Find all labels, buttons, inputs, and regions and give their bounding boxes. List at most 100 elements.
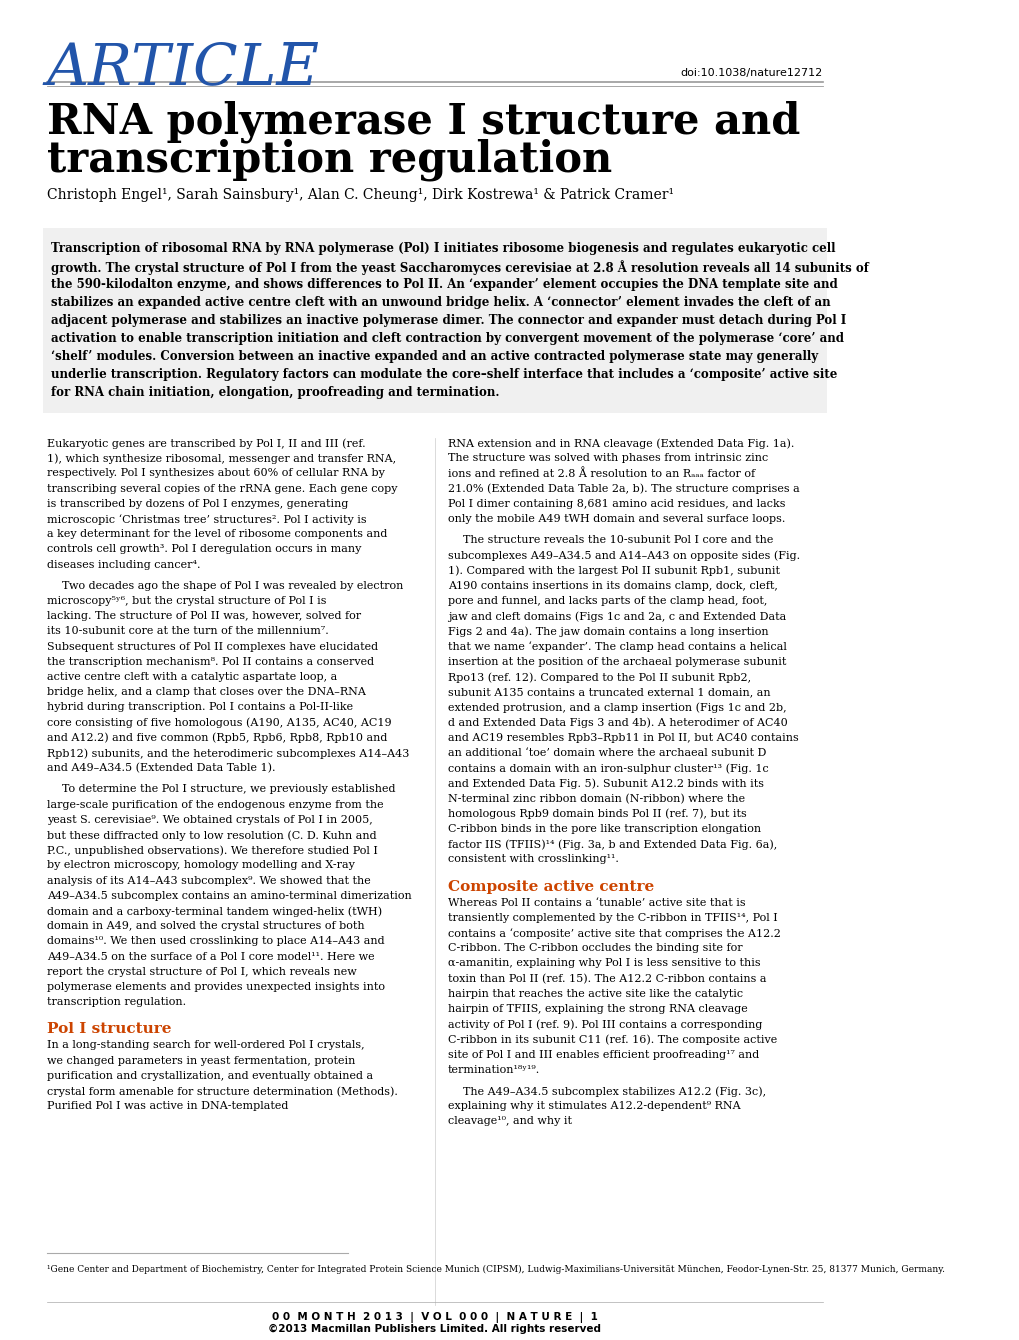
Text: and A12.2) and five common (Rpb5, Rpb6, Rpb8, Rpb10 and: and A12.2) and five common (Rpb5, Rpb6, …	[47, 733, 387, 744]
Text: contains a domain with an iron-sulphur cluster¹³ (Fig. 1c: contains a domain with an iron-sulphur c…	[447, 764, 767, 773]
Text: Rpb12) subunits, and the heterodimeric subcomplexes A14–A43: Rpb12) subunits, and the heterodimeric s…	[47, 748, 409, 758]
Text: the 590-kilodalton enzyme, and shows differences to Pol II. An ‘expander’ elemen: the 590-kilodalton enzyme, and shows dif…	[51, 277, 837, 291]
Text: microscopy⁵ʸ⁶, but the crystal structure of Pol I is: microscopy⁵ʸ⁶, but the crystal structure…	[47, 596, 326, 606]
Text: hairpin that reaches the active site like the catalytic: hairpin that reaches the active site lik…	[447, 989, 742, 998]
Text: core consisting of five homologous (A190, A135, AC40, AC19: core consisting of five homologous (A190…	[47, 718, 391, 728]
Text: ARTICLE: ARTICLE	[47, 40, 320, 96]
Text: toxin than Pol II (ref. 15). The A12.2 C-ribbon contains a: toxin than Pol II (ref. 15). The A12.2 C…	[447, 974, 765, 984]
Text: Pol I structure: Pol I structure	[47, 1022, 171, 1036]
Text: doi:10.1038/nature12712: doi:10.1038/nature12712	[680, 68, 822, 78]
Text: ‘shelf’ modules. Conversion between an inactive expanded and an active contracte: ‘shelf’ modules. Conversion between an i…	[51, 350, 817, 363]
Text: Rpo13 (ref. 12). Compared to the Pol II subunit Rpb2,: Rpo13 (ref. 12). Compared to the Pol II …	[447, 671, 750, 682]
Text: Christoph Engel¹, Sarah Sainsbury¹, Alan C. Cheung¹, Dirk Kostrewa¹ & Patrick Cr: Christoph Engel¹, Sarah Sainsbury¹, Alan…	[47, 188, 674, 202]
Text: A49–A34.5 on the surface of a Pol I core model¹¹. Here we: A49–A34.5 on the surface of a Pol I core…	[47, 951, 374, 962]
Text: ions and refined at 2.8 Å resolution to an Rₐₐₐ factor of: ions and refined at 2.8 Å resolution to …	[447, 469, 754, 480]
Text: microscopic ‘Christmas tree’ structures². Pol I activity is: microscopic ‘Christmas tree’ structures²…	[47, 515, 366, 525]
Text: Composite active centre: Composite active centre	[447, 879, 653, 894]
Text: C-ribbon binds in the pore like transcription elongation: C-ribbon binds in the pore like transcri…	[447, 824, 760, 833]
Text: The A49–A34.5 subcomplex stabilizes A12.2 (Fig. 3c),: The A49–A34.5 subcomplex stabilizes A12.…	[463, 1085, 765, 1096]
Text: subcomplexes A49–A34.5 and A14–A43 on opposite sides (Fig.: subcomplexes A49–A34.5 and A14–A43 on op…	[447, 551, 799, 561]
Text: α-amanitin, explaining why Pol I is less sensitive to this: α-amanitin, explaining why Pol I is less…	[447, 958, 759, 969]
Text: adjacent polymerase and stabilizes an inactive polymerase dimer. The connector a: adjacent polymerase and stabilizes an in…	[51, 314, 846, 327]
Text: is transcribed by dozens of Pol I enzymes, generating: is transcribed by dozens of Pol I enzyme…	[47, 498, 347, 509]
Text: crystal form amenable for structure determination (Methods).: crystal form amenable for structure dete…	[47, 1085, 397, 1096]
Text: polymerase elements and provides unexpected insights into: polymerase elements and provides unexpec…	[47, 982, 384, 992]
Text: Transcription of ribosomal RNA by RNA polymerase (Pol) I initiates ribosome biog: Transcription of ribosomal RNA by RNA po…	[51, 243, 835, 255]
Text: 1), which synthesize ribosomal, messenger and transfer RNA,: 1), which synthesize ribosomal, messenge…	[47, 453, 395, 464]
Text: jaw and cleft domains (Figs 1c and 2a, c and Extended Data: jaw and cleft domains (Figs 1c and 2a, c…	[447, 611, 786, 622]
Text: consistent with crosslinking¹¹.: consistent with crosslinking¹¹.	[447, 855, 618, 864]
Text: A49–A34.5 subcomplex contains an amino-terminal dimerization: A49–A34.5 subcomplex contains an amino-t…	[47, 891, 412, 900]
Text: and Extended Data Fig. 5). Subunit A12.2 binds with its: and Extended Data Fig. 5). Subunit A12.2…	[447, 779, 763, 789]
Text: factor IIS (TFIIS)¹⁴ (Fig. 3a, b and Extended Data Fig. 6a),: factor IIS (TFIIS)¹⁴ (Fig. 3a, b and Ext…	[447, 839, 776, 850]
Text: 21.0% (Extended Data Table 2a, b). The structure comprises a: 21.0% (Extended Data Table 2a, b). The s…	[447, 484, 799, 494]
Text: C-ribbon in its subunit C11 (ref. 16). The composite active: C-ribbon in its subunit C11 (ref. 16). T…	[447, 1034, 776, 1045]
Text: and A49–A34.5 (Extended Data Table 1).: and A49–A34.5 (Extended Data Table 1).	[47, 764, 275, 773]
Text: A190 contains insertions in its domains clamp, dock, cleft,: A190 contains insertions in its domains …	[447, 580, 776, 591]
Text: an additional ‘toe’ domain where the archaeal subunit D: an additional ‘toe’ domain where the arc…	[447, 748, 765, 758]
Text: 0 0  M O N T H  2 0 1 3  |  V O L  0 0 0  |  N A T U R E  |  1: 0 0 M O N T H 2 0 1 3 | V O L 0 0 0 | N …	[272, 1312, 597, 1323]
Text: domain and a carboxy-terminal tandem winged-helix (tWH): domain and a carboxy-terminal tandem win…	[47, 906, 382, 917]
Text: To determine the Pol I structure, we previously established: To determine the Pol I structure, we pre…	[62, 784, 395, 795]
Text: The structure was solved with phases from intrinsic zinc: The structure was solved with phases fro…	[447, 453, 767, 464]
Text: growth. The crystal structure of Pol I from the yeast Saccharomyces cerevisiae a: growth. The crystal structure of Pol I f…	[51, 260, 868, 275]
Text: Pol I dimer containing 8,681 amino acid residues, and lacks: Pol I dimer containing 8,681 amino acid …	[447, 498, 785, 509]
FancyBboxPatch shape	[43, 228, 826, 413]
Text: large-scale purification of the endogenous enzyme from the: large-scale purification of the endogeno…	[47, 800, 383, 809]
Text: d and Extended Data Figs 3 and 4b). A heterodimer of AC40: d and Extended Data Figs 3 and 4b). A he…	[447, 718, 787, 728]
Text: Figs 2 and 4a). The jaw domain contains a long insertion: Figs 2 and 4a). The jaw domain contains …	[447, 626, 767, 636]
Text: domain in A49, and solved the crystal structures of both: domain in A49, and solved the crystal st…	[47, 921, 364, 931]
Text: domains¹⁰. We then used crosslinking to place A14–A43 and: domains¹⁰. We then used crosslinking to …	[47, 937, 384, 946]
Text: homologous Rpb9 domain binds Pol II (ref. 7), but its: homologous Rpb9 domain binds Pol II (ref…	[447, 809, 746, 819]
Text: hairpin of TFIIS, explaining the strong RNA cleavage: hairpin of TFIIS, explaining the strong …	[447, 1004, 747, 1014]
Text: Whereas Pol II contains a ‘tunable’ active site that is: Whereas Pol II contains a ‘tunable’ acti…	[447, 898, 745, 907]
Text: lacking. The structure of Pol II was, however, solved for: lacking. The structure of Pol II was, ho…	[47, 611, 361, 622]
Text: Subsequent structures of Pol II complexes have elucidated: Subsequent structures of Pol II complexe…	[47, 642, 378, 651]
Text: In a long-standing search for well-ordered Pol I crystals,: In a long-standing search for well-order…	[47, 1040, 364, 1051]
Text: RNA extension and in RNA cleavage (Extended Data Fig. 1a).: RNA extension and in RNA cleavage (Exten…	[447, 438, 794, 449]
Text: that we name ‘expander’. The clamp head contains a helical: that we name ‘expander’. The clamp head …	[447, 642, 786, 653]
Text: 1). Compared with the largest Pol II subunit Rpb1, subunit: 1). Compared with the largest Pol II sub…	[447, 565, 779, 576]
Text: activation to enable transcription initiation and cleft contraction by convergen: activation to enable transcription initi…	[51, 332, 844, 344]
Text: N-terminal zinc ribbon domain (N-ribbon) where the: N-terminal zinc ribbon domain (N-ribbon)…	[447, 793, 744, 804]
Text: The structure reveals the 10-subunit Pol I core and the: The structure reveals the 10-subunit Pol…	[463, 535, 772, 545]
Text: report the crystal structure of Pol I, which reveals new: report the crystal structure of Pol I, w…	[47, 966, 357, 977]
Text: insertion at the position of the archaeal polymerase subunit: insertion at the position of the archaea…	[447, 657, 786, 667]
Text: transiently complemented by the C-ribbon in TFIIS¹⁴, Pol I: transiently complemented by the C-ribbon…	[447, 913, 776, 923]
Text: Eukaryotic genes are transcribed by Pol I, II and III (ref.: Eukaryotic genes are transcribed by Pol …	[47, 438, 365, 449]
Text: extended protrusion, and a clamp insertion (Figs 1c and 2b,: extended protrusion, and a clamp inserti…	[447, 702, 786, 713]
Text: transcription regulation.: transcription regulation.	[47, 997, 185, 1008]
Text: but these diffracted only to low resolution (C. D. Kuhn and: but these diffracted only to low resolut…	[47, 829, 376, 840]
Text: site of Pol I and III enables efficient proofreading¹⁷ and: site of Pol I and III enables efficient …	[447, 1049, 758, 1060]
Text: only the mobile A49 tWH domain and several surface loops.: only the mobile A49 tWH domain and sever…	[447, 515, 785, 524]
Text: its 10-subunit core at the turn of the millennium⁷.: its 10-subunit core at the turn of the m…	[47, 626, 328, 636]
Text: hybrid during transcription. Pol I contains a Pol-II-like: hybrid during transcription. Pol I conta…	[47, 702, 353, 713]
Text: active centre cleft with a catalytic aspartate loop, a: active centre cleft with a catalytic asp…	[47, 671, 337, 682]
Text: cleavage¹⁰, and why it: cleavage¹⁰, and why it	[447, 1116, 572, 1127]
Text: Two decades ago the shape of Pol I was revealed by electron: Two decades ago the shape of Pol I was r…	[62, 580, 404, 591]
Text: termination¹⁸ʸ¹⁹.: termination¹⁸ʸ¹⁹.	[447, 1065, 539, 1075]
Text: ¹Gene Center and Department of Biochemistry, Center for Integrated Protein Scien: ¹Gene Center and Department of Biochemis…	[47, 1265, 944, 1274]
Text: contains a ‘composite’ active site that comprises the A12.2: contains a ‘composite’ active site that …	[447, 929, 780, 939]
Text: and AC19 resembles Rpb3–Rpb11 in Pol II, but AC40 contains: and AC19 resembles Rpb3–Rpb11 in Pol II,…	[447, 733, 798, 742]
Text: the transcription mechanism⁸. Pol II contains a conserved: the transcription mechanism⁸. Pol II con…	[47, 657, 374, 667]
Text: respectively. Pol I synthesizes about 60% of cellular RNA by: respectively. Pol I synthesizes about 60…	[47, 469, 384, 478]
Text: purification and crystallization, and eventually obtained a: purification and crystallization, and ev…	[47, 1071, 373, 1081]
Text: by electron microscopy, homology modelling and X-ray: by electron microscopy, homology modelli…	[47, 860, 355, 871]
Text: pore and funnel, and lacks parts of the clamp head, foot,: pore and funnel, and lacks parts of the …	[447, 596, 766, 606]
Text: bridge helix, and a clamp that closes over the DNA–RNA: bridge helix, and a clamp that closes ov…	[47, 687, 366, 697]
Text: Purified Pol I was active in DNA-templated: Purified Pol I was active in DNA-templat…	[47, 1101, 288, 1111]
Text: P.C., unpublished observations). We therefore studied Pol I: P.C., unpublished observations). We ther…	[47, 846, 377, 856]
Text: transcribing several copies of the rRNA gene. Each gene copy: transcribing several copies of the rRNA …	[47, 484, 397, 493]
Text: transcription regulation: transcription regulation	[47, 138, 611, 181]
Text: underlie transcription. Regulatory factors can modulate the core–shelf interface: underlie transcription. Regulatory facto…	[51, 369, 837, 381]
Text: controls cell growth³. Pol I deregulation occurs in many: controls cell growth³. Pol I deregulatio…	[47, 544, 361, 555]
Text: for RNA chain initiation, elongation, proofreading and termination.: for RNA chain initiation, elongation, pr…	[51, 386, 499, 399]
Text: yeast S. cerevisiae⁹. We obtained crystals of Pol I in 2005,: yeast S. cerevisiae⁹. We obtained crysta…	[47, 815, 372, 825]
Text: explaining why it stimulates A12.2-dependent⁹ RNA: explaining why it stimulates A12.2-depen…	[447, 1101, 740, 1111]
Text: a key determinant for the level of ribosome components and: a key determinant for the level of ribos…	[47, 529, 387, 539]
Text: ©2013 Macmillan Publishers Limited. All rights reserved: ©2013 Macmillan Publishers Limited. All …	[268, 1324, 601, 1335]
Text: subunit A135 contains a truncated external 1 domain, an: subunit A135 contains a truncated extern…	[447, 687, 769, 697]
Text: stabilizes an expanded active centre cleft with an unwound bridge helix. A ‘conn: stabilizes an expanded active centre cle…	[51, 296, 830, 310]
Text: C-ribbon. The C-ribbon occludes the binding site for: C-ribbon. The C-ribbon occludes the bind…	[447, 943, 742, 953]
